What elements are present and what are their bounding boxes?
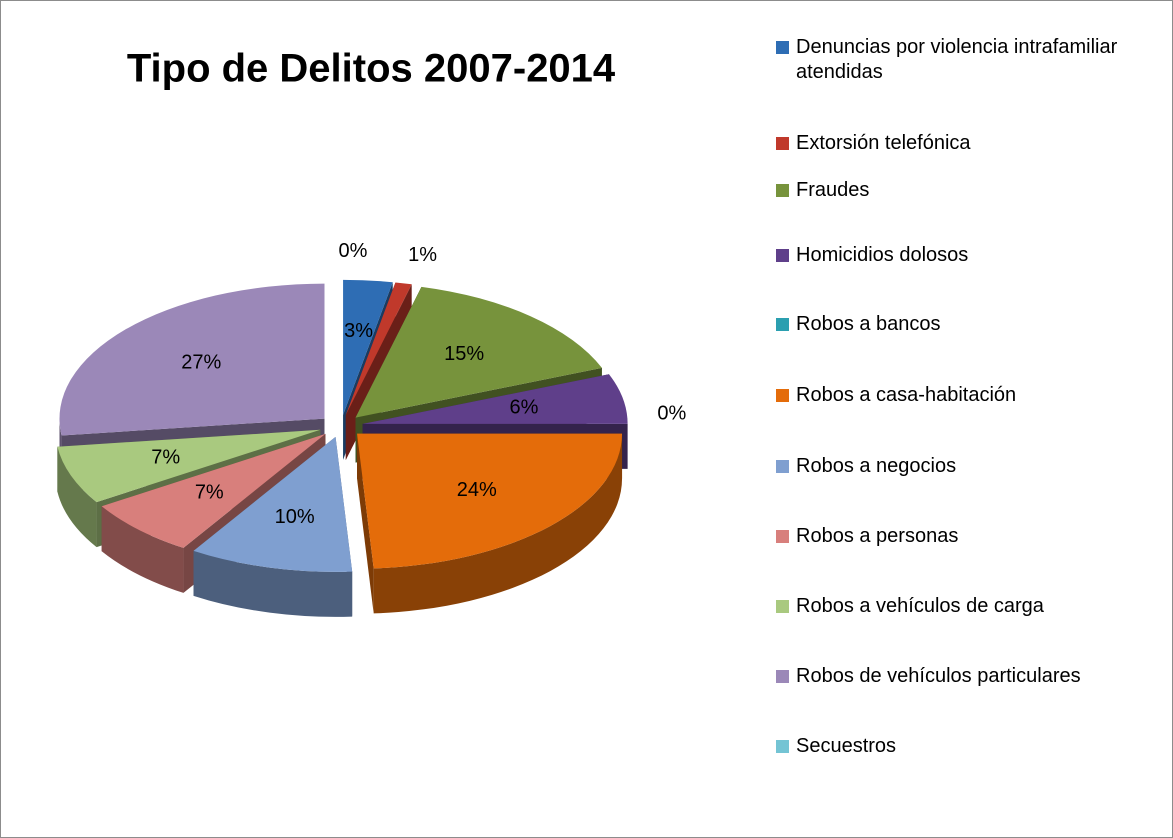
data-label: 10% [275,506,315,528]
slice [343,279,393,415]
slice-side [357,433,374,614]
legend-item: Robos a vehículos de carga [776,594,1044,619]
legend-label: Robos a negocios [796,455,957,477]
data-label: 6% [510,396,539,418]
legend-label: Homicidios dolosos [796,244,969,266]
legend-swatch [776,600,789,613]
slice-side [193,550,353,617]
legend-swatch [776,137,789,150]
legend-label: Secuestros [796,735,897,757]
slices [57,279,628,572]
data-label: 7% [195,481,224,503]
legend-swatch [776,318,789,331]
legend-swatch [776,249,789,262]
data-label: 0% [339,240,368,262]
data-label: 1% [408,244,437,266]
legend-item: Extorsión telefónica [776,131,971,156]
chart-title: Tipo de Delitos 2007-2014 [127,47,616,91]
slice [345,282,412,416]
legend-swatch [776,41,789,54]
data-label: 27% [181,352,221,374]
legend-item: Robos a negocios [776,454,956,479]
slice-side [101,506,184,593]
legend-swatch [776,530,789,543]
slice [59,283,325,436]
data-label: 3% [344,320,373,342]
legend-swatch [776,184,789,197]
legend-label: Fraudes [796,179,870,201]
slice [193,436,353,572]
data-label: 0% [657,402,686,424]
legend-label: Robos a casa-habitación [796,384,1017,406]
legend-item: Homicidios dolosos [776,243,968,268]
slice-side [373,433,623,614]
legend-label: Denuncias por violencia intrafamiliar at… [796,36,1118,83]
legend-item: Denuncias por violencia intrafamiliar at… [776,35,1136,85]
slice [357,433,623,569]
legend-label: Robos a vehículos de carga [796,595,1044,617]
legend-label: Robos de vehículos particulares [796,665,1081,687]
legend-label: Extorsión telefónica [796,132,971,154]
legend-item: Robos de vehículos particulares [776,664,1081,689]
legend-item: Robos a bancos [776,312,941,337]
legend-item: Robos a personas [776,524,958,549]
legend-item: Fraudes [776,178,869,203]
data-label: 24% [457,479,497,501]
legend-label: Robos a personas [796,525,959,547]
legend-swatch [776,460,789,473]
legend-swatch [776,670,789,683]
legend-swatch [776,389,789,402]
slice [362,374,628,424]
data-label: 7% [151,446,180,468]
legend-label: Robos a bancos [796,313,941,335]
legend-item: Robos a casa-habitación [776,383,1016,408]
slice-side [57,446,97,548]
legend-swatch [776,740,789,753]
legend-item: Secuestros [776,734,896,759]
data-label: 15% [444,343,484,365]
slice [355,286,602,418]
slice [57,429,321,503]
slice [101,433,326,548]
